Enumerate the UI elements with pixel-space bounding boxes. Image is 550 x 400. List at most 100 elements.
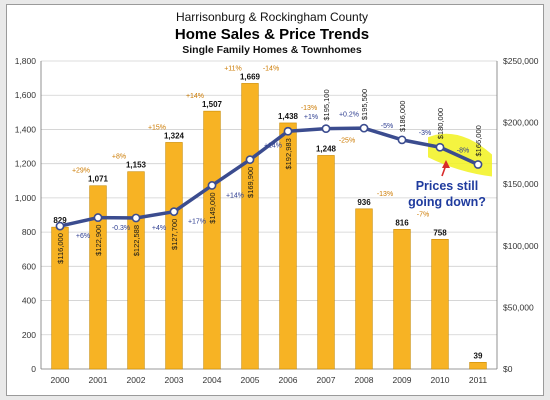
- sales-change-label: +15%: [148, 124, 166, 131]
- bar-count-label: 936: [357, 198, 371, 207]
- bar-2002: [127, 171, 145, 370]
- x-axis-tick: 2006: [279, 375, 298, 385]
- bar-2001: [89, 185, 107, 370]
- bar-2010: [431, 238, 449, 370]
- price-label: $149,000: [208, 192, 217, 223]
- x-axis-tick: 2008: [355, 375, 374, 385]
- sales-change-label: +14%: [186, 93, 204, 100]
- x-axis-tick: 2009: [393, 375, 412, 385]
- left-axis-tick: 800: [22, 227, 36, 237]
- bar-2008: [355, 208, 373, 370]
- x-axis-tick: 2004: [203, 375, 222, 385]
- sales-change-label: +29%: [72, 168, 90, 175]
- price-label: $180,000: [436, 108, 445, 139]
- bar-2006: [279, 122, 297, 370]
- price-point-2006: [283, 126, 293, 136]
- price-change-label: +0.2%: [339, 112, 359, 119]
- price-point-2004: [207, 181, 217, 190]
- price-point-2008: [359, 123, 369, 133]
- bar-2007: [317, 155, 335, 370]
- price-change-label: -3%: [419, 130, 431, 137]
- x-axis-tick: 2005: [241, 375, 260, 385]
- annotation-line-1: Prices still: [416, 179, 479, 193]
- annotation-line-2: going down?: [408, 195, 486, 209]
- price-label: $122,588: [132, 225, 141, 256]
- sales-change-label: -13%: [301, 105, 317, 112]
- price-label: $195,100: [322, 89, 331, 120]
- price-point-2001: [93, 213, 103, 222]
- left-axis-tick: 600: [22, 261, 36, 271]
- bar-count-label: 1,507: [202, 100, 223, 109]
- price-point-2000: [55, 221, 65, 231]
- price-point-2007: [321, 124, 331, 134]
- sales-change-label: +11%: [224, 65, 242, 72]
- price-change-label: +6%: [76, 233, 90, 240]
- price-line: [59, 126, 479, 228]
- right-axis-tick: $250,000: [503, 56, 539, 66]
- bar-count-label: 1,438: [278, 112, 299, 121]
- left-axis-tick: 0: [31, 364, 36, 374]
- price-change-label: -0.3%: [112, 225, 130, 232]
- price-change-label: +1%: [304, 114, 318, 121]
- price-label: $122,900: [94, 225, 103, 256]
- bar-count-label: 39: [474, 351, 483, 360]
- bar-2005: [241, 83, 259, 370]
- chart-title: Home Sales & Price Trends: [175, 26, 369, 43]
- x-axis-tick: 2003: [165, 375, 184, 385]
- price-change-label: -5%: [381, 123, 393, 130]
- bar-count-label: 1,153: [126, 161, 147, 170]
- bar-2004: [203, 110, 221, 370]
- price-change-label: +14%: [264, 143, 282, 150]
- bar-count-label: 816: [395, 218, 409, 227]
- x-axis-tick: 2002: [127, 375, 146, 385]
- bar-count-label: 758: [433, 228, 447, 237]
- left-axis-tick: 1,200: [15, 159, 37, 169]
- price-point-2010: [435, 142, 445, 152]
- bar-2011: [469, 362, 487, 370]
- price-label: $195,500: [360, 89, 369, 120]
- x-axis-tick: 2000: [51, 375, 70, 385]
- right-axis-tick: $200,000: [503, 118, 539, 128]
- x-axis-tick: 2011: [469, 375, 488, 385]
- left-axis-tick: 1,600: [15, 90, 37, 100]
- right-axis-tick: $100,000: [503, 241, 539, 251]
- right-axis-tick: $150,000: [503, 179, 539, 189]
- price-change-label: +14%: [226, 192, 244, 199]
- chart-subtitle: Single Family Homes & Townhomes: [182, 44, 362, 56]
- x-axis-tick: 2001: [89, 375, 108, 385]
- price-label: $127,700: [170, 219, 179, 250]
- left-axis-tick: 1,800: [15, 56, 37, 66]
- bar-count-label: 1,248: [316, 144, 337, 153]
- sales-change-label: -25%: [339, 137, 355, 144]
- left-axis-tick: 200: [22, 330, 36, 340]
- bar-count-label: 1,669: [240, 72, 261, 81]
- bar-count-label: 1,324: [164, 131, 185, 140]
- sales-change-label: -7%: [417, 211, 429, 218]
- price-point-2009: [397, 135, 407, 145]
- sales-change-label: +8%: [112, 154, 126, 161]
- price-point-2005: [245, 155, 255, 165]
- price-point-2011: [473, 160, 483, 169]
- bar-count-label: 1,071: [88, 175, 109, 184]
- x-axis-tick: 2010: [431, 375, 450, 385]
- price-label: $169,900: [246, 167, 255, 198]
- price-label: $166,000: [474, 125, 483, 156]
- sales-change-label: -14%: [263, 65, 279, 72]
- price-change-label: +4%: [152, 225, 166, 232]
- right-axis-tick: $50,000: [503, 302, 534, 312]
- left-axis-tick: 1,000: [15, 193, 37, 203]
- chart-supertitle: Harrisonburg & Rockingham County: [176, 10, 368, 24]
- bar-2009: [393, 229, 411, 370]
- price-change-label: +17%: [188, 219, 206, 226]
- bar-count-label: 829: [53, 216, 67, 225]
- left-axis-tick: 1,400: [15, 124, 37, 134]
- right-axis-tick: $0: [503, 364, 513, 374]
- annotation-arrowhead: [442, 160, 450, 168]
- bar-2003: [165, 142, 183, 370]
- price-label: $116,000: [56, 233, 65, 264]
- price-change-label: -8%: [457, 147, 469, 154]
- price-point-2002: [131, 213, 141, 223]
- left-axis-tick: 400: [22, 296, 36, 306]
